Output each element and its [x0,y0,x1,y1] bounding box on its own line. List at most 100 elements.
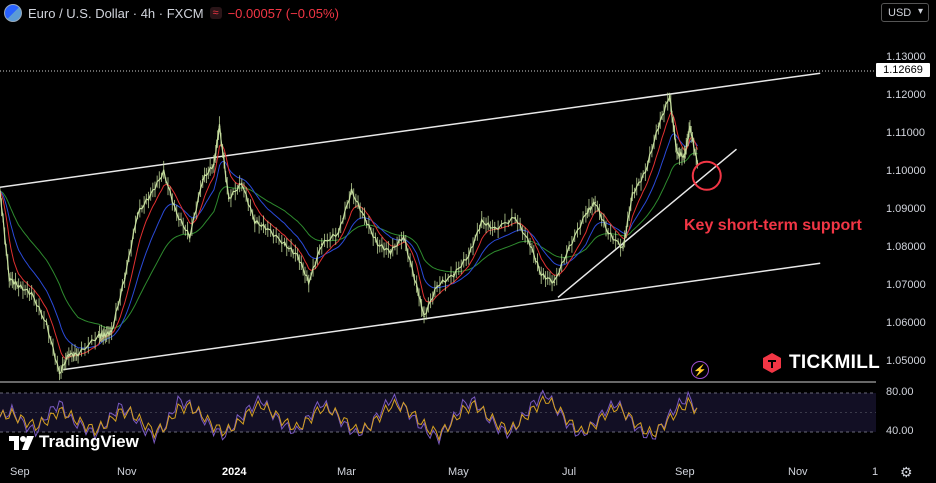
price-point [644,171,647,173]
price-point [17,285,20,287]
price-point [123,277,126,280]
price-point [240,182,243,185]
price-point [363,216,366,219]
osc-tick-label: 40.00 [886,425,914,437]
price-point [436,285,438,287]
support-circle [691,160,722,191]
price-point [350,190,353,192]
price-point [307,281,310,284]
tradingview-wordmark: TradingView [39,432,139,451]
symbol-title[interactable]: Euro / U.S. Dollar · 4h · FXCM [28,5,204,21]
last-price-tag: 1.12669 [876,63,930,77]
price-point [540,273,543,276]
price-point [77,353,79,356]
channel-upper-line [0,72,821,188]
price-point [415,285,418,287]
price-point [683,156,686,158]
price-point [467,254,470,257]
support-trendline [557,148,737,298]
euro-dollar-icon[interactable] [4,4,22,22]
price-point [389,251,392,253]
y-tick-label: 1.05000 [886,355,926,367]
price-point [149,194,152,196]
price-change: −0.00057 (−0.05%) [227,5,339,21]
y-tick-label: 1.11000 [886,127,925,139]
y-tick-label: 1.06000 [886,317,926,329]
price-point [493,228,496,230]
price-point [529,243,531,245]
price-point [58,372,61,375]
x-tick-label: Nov [117,466,137,478]
chart-header: Euro / U.S. Dollar · 4h · FXCM ≈ −0.0005… [4,3,339,23]
x-tick-label: May [448,466,469,478]
chevron-down-icon: ▾ [917,6,923,17]
price-point [227,197,230,200]
price-point [553,281,556,284]
price-point [175,213,178,215]
price-point [631,194,634,196]
y-tick-label: 1.09000 [886,203,926,215]
price-point [188,235,191,238]
ma-slow-line [0,152,698,330]
price-point [162,171,165,173]
price-point [103,334,105,337]
price-point [453,273,455,276]
x-tick-label: Sep [10,466,30,478]
y-tick-label: 1.10000 [886,165,926,177]
lightning-icon[interactable]: ⚡ [691,361,709,379]
price-point [514,216,516,219]
price-point [607,232,609,234]
price-point [283,243,286,245]
y-tick-label: 1.07000 [886,279,926,291]
x-tick-label: Jul [562,466,577,478]
price-point [657,125,660,128]
channel-lower-line [63,262,821,371]
y-tick-label: 1.08000 [886,241,926,253]
x-tick-label: Nov [788,466,808,478]
price-point [622,247,624,249]
tickmill-mark-icon [763,353,781,373]
price-point [97,334,100,337]
x-tick-label: 2024 [222,466,247,478]
price-point [668,95,671,97]
oscillator-main-line [0,389,698,446]
support-annotation: Key short-term support [684,217,862,234]
tickmill-wordmark: TICKMILL [789,352,881,373]
price-point [689,125,691,128]
price-point [337,232,340,234]
price-point [201,178,204,181]
y-tick-label: 1.12000 [886,89,926,101]
approx-icon: ≈ [209,7,222,19]
price-point [594,201,596,204]
tickmill-logo: TICKMILL [761,352,880,374]
price-point [45,323,48,325]
price-point [320,243,323,245]
x-tick-label: Mar [337,466,356,478]
price-point [267,228,269,230]
price-point [136,213,139,215]
price-point [8,277,11,280]
price-point [568,247,570,249]
price-point [213,163,215,166]
price-point [218,125,221,128]
price-point [0,190,1,192]
price-point [30,292,33,295]
osc-tick-label: 80.00 [886,386,914,398]
gear-icon[interactable]: ⚙ [900,464,913,480]
currency-label: USD [888,6,912,19]
price-point [376,243,379,245]
price-point [585,213,587,215]
ma-fast-line [0,111,698,360]
price-point [296,254,299,257]
currency-selector[interactable]: USD ▾ [881,3,929,22]
x-tick-label: Sep [675,466,695,478]
price-point [423,315,425,318]
tradingview-mark-icon [9,436,34,450]
price-point [110,330,113,333]
price-point [402,235,405,238]
price-point [676,152,678,154]
price-point [480,220,483,223]
price-point [254,220,256,223]
tradingview-watermark: TradingView [9,432,139,452]
